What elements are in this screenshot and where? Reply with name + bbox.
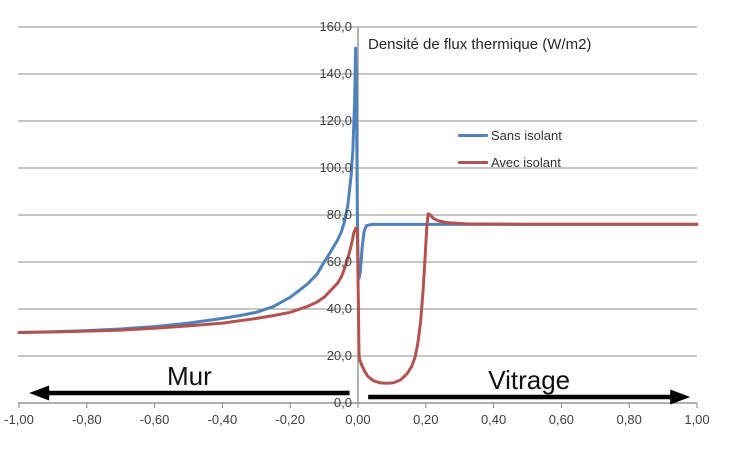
- y-tick-label: 120,0: [319, 113, 352, 128]
- y-tick-label: 0,0: [333, 395, 352, 410]
- vitrage-arrowhead-right-icon: [670, 389, 691, 405]
- legend-label-sans-isolant: Sans isolant: [491, 128, 562, 143]
- y-tick-label: 60,0: [326, 254, 352, 269]
- legend-item-sans-isolant: Sans isolant: [458, 122, 562, 149]
- y-tick-label: 80,0: [326, 207, 352, 222]
- annotation-label-vitrage: Vitrage: [488, 365, 571, 395]
- x-tick-label: 0,20: [413, 412, 439, 427]
- legend-label-avec-isolant: Avec isolant: [491, 155, 561, 170]
- y-tick-label: 20,0: [326, 348, 352, 363]
- y-tick-label: 140,0: [319, 66, 352, 81]
- legend-item-avec-isolant: Avec isolant: [458, 149, 562, 176]
- x-tick-label: -0,60: [139, 412, 170, 427]
- y-tick-label: 160,0: [319, 19, 352, 34]
- legend-line-sample-blue: [458, 134, 488, 137]
- legend: Sans isolant Avec isolant: [458, 122, 562, 176]
- chart-title: Densité de flux thermique (W/m2): [368, 36, 592, 53]
- x-tick-label: -0,40: [207, 412, 238, 427]
- annotation-label-mur: Mur: [166, 361, 212, 391]
- x-tick-label: -0,20: [275, 412, 305, 427]
- y-tick-label: 40,0: [326, 301, 352, 316]
- series-line-sans-isolant: [17, 46, 699, 334]
- mur-arrowhead-left-icon: [29, 385, 50, 401]
- x-tick-label: 0,80: [616, 412, 642, 427]
- x-tick-label: -0,80: [71, 412, 102, 427]
- x-tick-label: 0,60: [548, 412, 575, 427]
- x-tick-label: 0,00: [345, 412, 371, 427]
- y-tick-label: 100,0: [319, 160, 352, 175]
- legend-line-sample-red: [458, 161, 488, 164]
- x-tick-label: 0,40: [480, 412, 507, 427]
- x-tick-label: -1,00: [4, 412, 34, 427]
- series-line-avec-isolant: [17, 212, 699, 385]
- x-tick-label: 1,00: [684, 412, 710, 427]
